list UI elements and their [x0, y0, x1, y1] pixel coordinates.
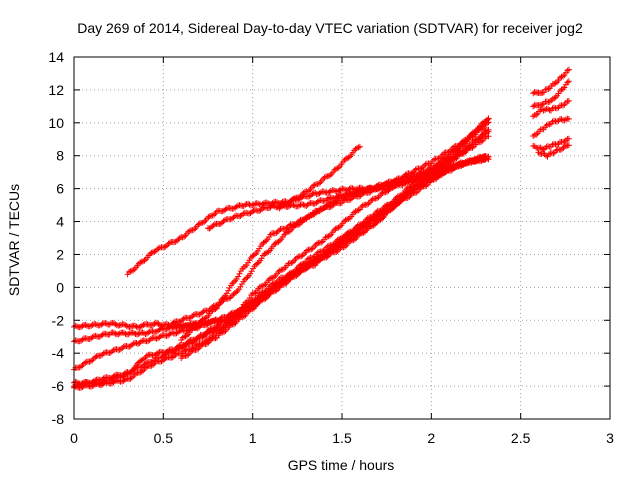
- y-tick-label: 4: [56, 214, 64, 230]
- series-track-12: [276, 143, 363, 212]
- y-tick-label: 2: [56, 246, 64, 262]
- series-markers: [530, 135, 572, 153]
- y-tick-label: -8: [52, 411, 65, 427]
- x-tick-label: 1: [249, 430, 257, 446]
- series-markers: [276, 143, 363, 212]
- series-markers: [178, 115, 492, 344]
- series-track-16: [530, 115, 572, 139]
- series-track-11: [71, 155, 492, 391]
- y-tick-label: -2: [52, 312, 65, 328]
- y-tick-label: -6: [52, 378, 65, 394]
- series-markers: [530, 78, 572, 110]
- y-tick-label: 10: [48, 115, 64, 131]
- y-tick-label: 8: [56, 148, 64, 164]
- series-track-18: [535, 142, 572, 160]
- series-track-3: [178, 153, 488, 362]
- series-track-5: [178, 115, 492, 344]
- series-markers: [530, 97, 572, 120]
- series-track-15: [530, 97, 572, 120]
- x-tick-label: 0.5: [154, 430, 174, 446]
- x-tick-label: 2.5: [511, 430, 531, 446]
- y-tick-label: 0: [56, 279, 64, 295]
- y-tick-label: 12: [48, 82, 64, 98]
- y-tick-labels: -8 -6 -4 -2 0 2 4 6 8 10 12 14: [48, 49, 64, 427]
- x-tick-label: 1.5: [332, 430, 352, 446]
- series-markers: [178, 153, 488, 362]
- y-tick-label: 6: [56, 181, 64, 197]
- series-track-13: [530, 66, 572, 97]
- series-track-17: [530, 135, 572, 153]
- series-markers: [530, 66, 572, 97]
- series-markers: [530, 115, 572, 139]
- series-markers: [71, 155, 492, 391]
- x-tick-label: 0: [70, 430, 78, 446]
- x-tick-label: 2: [427, 430, 435, 446]
- series-track-14: [530, 78, 572, 110]
- series-track-7: [71, 119, 492, 345]
- x-tick-labels: 0 0.5 1 1.5 2 2.5 3: [70, 430, 614, 446]
- y-tick-label: 14: [48, 49, 64, 65]
- series-markers: [535, 142, 572, 160]
- series-markers: [71, 119, 492, 345]
- x-axis-label: GPS time / hours: [288, 457, 395, 473]
- x-tick-label: 3: [606, 430, 614, 446]
- chart-title: Day 269 of 2014, Sidereal Day-to-day VTE…: [77, 20, 583, 36]
- plot-frame: [73, 56, 611, 420]
- y-axis-label: SDTVAR / TECUs: [6, 184, 22, 296]
- y-tick-label: -4: [52, 345, 65, 361]
- plot-area: [71, 66, 572, 391]
